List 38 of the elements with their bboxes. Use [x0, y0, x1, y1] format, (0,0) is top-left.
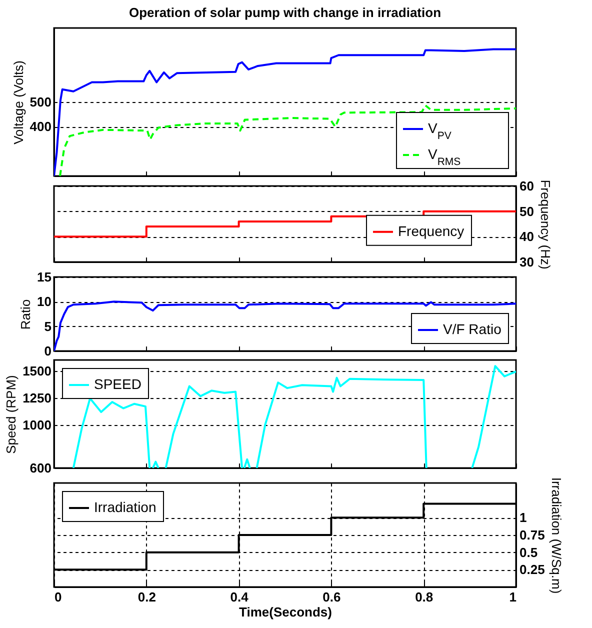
y2-axis-title: Irradiation (W/Sq.m): [548, 477, 564, 594]
chart-title: Operation of solar pump with change in irradiation: [128, 5, 442, 20]
x-tick-label: 0.2: [138, 590, 156, 604]
y-tick-label: 600: [30, 460, 52, 476]
x-tick-label: 0.8: [415, 590, 434, 604]
y2-tick-label: 40: [520, 229, 534, 244]
y2-tick-label: 30: [520, 254, 534, 270]
y-axis-title: Voltage (Volts): [10, 60, 26, 144]
x-tick-label: 0.4: [230, 590, 250, 604]
y-tick-label: 1250: [22, 390, 52, 406]
y-tick-label: 1500: [22, 363, 52, 378]
legend-label: SPEED: [94, 376, 142, 392]
y-tick-label: 400: [30, 119, 52, 134]
legend-label: V/F Ratio: [443, 321, 502, 337]
y2-tick-label: 60: [520, 178, 534, 194]
legend-label: V$_{PV}$: [428, 120, 452, 142]
x-tick-label: 0.6: [322, 590, 341, 604]
y-tick-label: 10: [37, 294, 52, 310]
y2-tick-label: 0.5: [520, 544, 538, 560]
y-tick-label: 5: [44, 318, 52, 334]
y2-tick-label: 0.75: [520, 528, 545, 542]
x-tick-label: 1: [509, 590, 516, 604]
x-tick-label: 0: [54, 590, 62, 604]
y2-axis-title: Frequency (Hz): [538, 180, 553, 270]
y2-tick-label: 1: [520, 510, 527, 526]
line-series: [59, 104, 516, 176]
y-axis-title: Speed (RPM): [4, 375, 19, 454]
y-tick-label: 0: [44, 344, 52, 358]
legend-label: Frequency: [398, 222, 464, 239]
y2-tick-label: 50: [520, 204, 534, 219]
y-tick-label: 15: [37, 270, 52, 284]
legend-label: Irradiation: [94, 499, 156, 515]
legend-label: V$_{RMS}$: [428, 146, 461, 168]
y-axis-title: Ratio: [18, 299, 34, 330]
x-axis-title: Time(Seconds): [239, 604, 332, 620]
y-tick-label: 500: [30, 94, 52, 110]
y-tick-label: 1000: [22, 417, 52, 432]
y2-tick-label: 0.25: [520, 562, 545, 578]
